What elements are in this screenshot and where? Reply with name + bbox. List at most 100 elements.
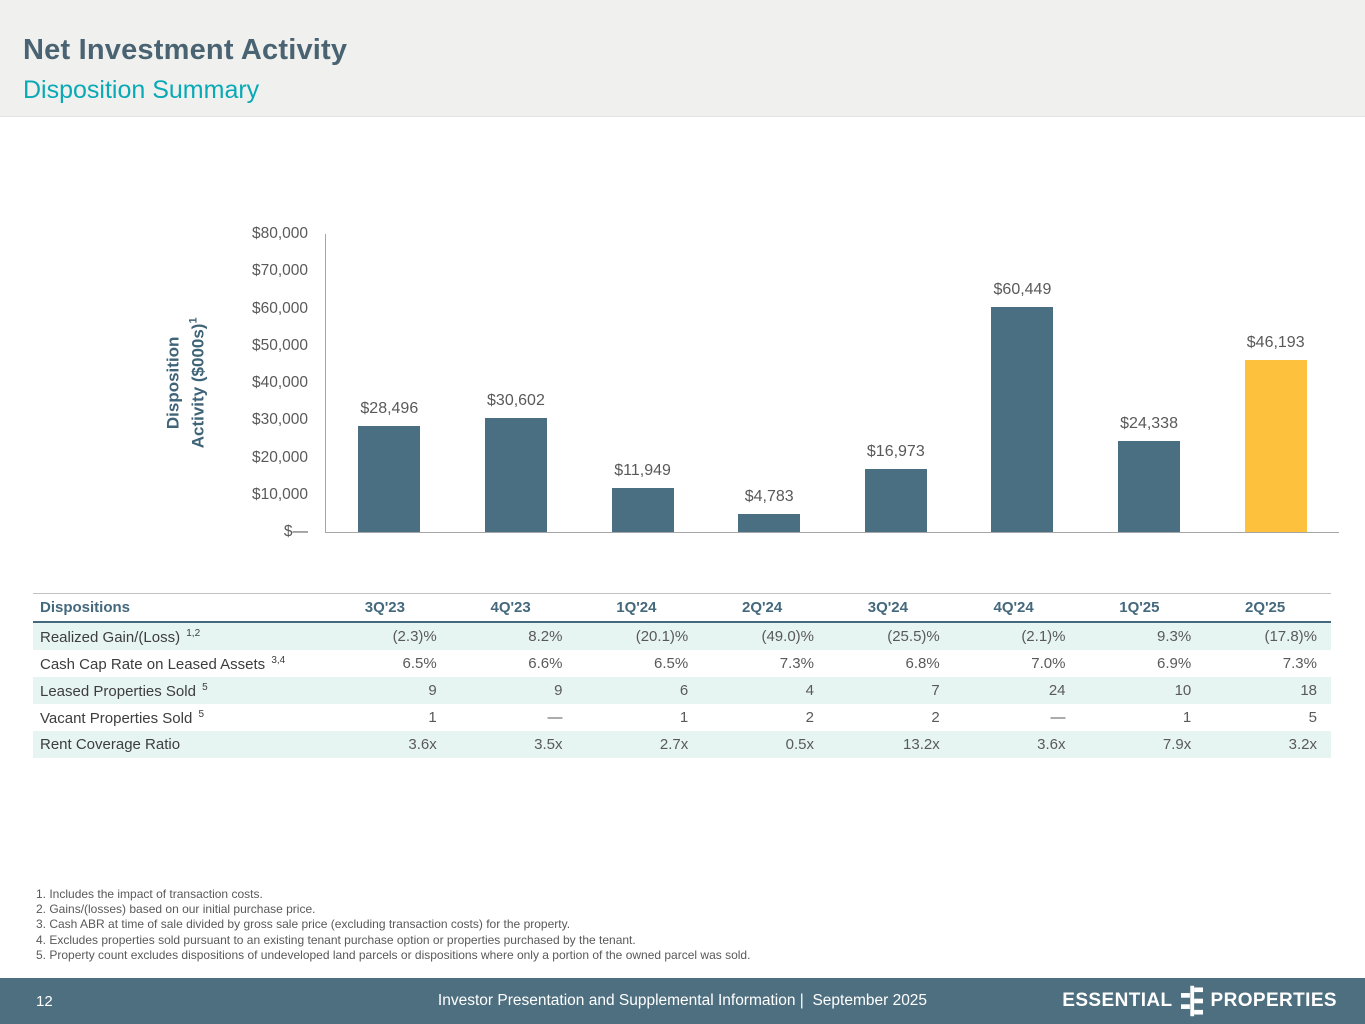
bar-value-label: $30,602	[487, 392, 545, 410]
y-tick-label: $70,000	[251, 262, 308, 280]
table-header-quarter: 2Q'24	[702, 593, 828, 623]
bar-value-label: $60,449	[993, 280, 1052, 298]
table-cell: —	[547, 709, 563, 726]
table-cell: 1	[428, 709, 437, 726]
page-number: 12	[36, 992, 53, 1010]
bar-4Q'23	[484, 418, 547, 532]
bar-1Q'25	[1118, 441, 1181, 532]
logo-word-essential: ESSENTIAL	[1062, 990, 1173, 1011]
page-subtitle: Disposition Summary	[23, 76, 260, 104]
bar-value-label: $16,973	[866, 442, 925, 460]
row-label: Cash Cap Rate on Leased Assets 3,4	[40, 654, 286, 673]
table-cell: (2.1)%	[1021, 628, 1066, 645]
y-tick-label: $50,000	[251, 336, 308, 354]
table-cell: 6.6%	[528, 655, 563, 672]
bar-4Q'24	[991, 306, 1054, 532]
table-cell: 2	[931, 709, 940, 726]
dispositions-table: Dispositions 3Q'23 4Q'23 1Q'24 2Q'24 3Q'24 4Q…	[33, 593, 1331, 758]
footer-caption: Investor Presentation and Supplemental I…	[437, 992, 928, 1009]
table-row: Cash Cap Rate on Leased Assets 3,4 6.5% 6.…	[33, 650, 1331, 677]
bar-value-label: $24,338	[1120, 415, 1178, 433]
table-cell: (49.0)%	[761, 628, 814, 645]
table-cell: 4	[805, 682, 814, 699]
y-axis-tick-labels: $80,000 $70,000 $60,000 $50,000 $40,000 $30,0…	[0, 225, 308, 540]
bar-slot: $16,973	[833, 234, 960, 532]
table-cell: 3.6x	[1037, 736, 1066, 753]
table-cell: 3.2x	[1288, 736, 1317, 753]
table-cell: 7	[931, 682, 940, 699]
y-tick-label: $10,000	[251, 485, 308, 503]
logo-word-properties: PROPERTIES	[1210, 990, 1337, 1011]
bar-slot: $30,602	[453, 234, 580, 532]
table-cell: 5	[1308, 709, 1317, 726]
table-header-quarter: 1Q'25	[1079, 593, 1206, 623]
footnote-line: 3. Cash ABR at time of sale divided by g…	[36, 917, 571, 932]
bar-value-label: $28,496	[360, 399, 419, 417]
footnote-line: 5. Property count excludes dispositions …	[36, 947, 751, 962]
bar-1Q'24	[611, 487, 674, 532]
bar-slot: $24,338	[1086, 234, 1213, 532]
bar-3Q'23	[358, 425, 421, 532]
table-cell: (17.8)%	[1264, 628, 1317, 645]
bar-2Q'24	[738, 514, 801, 532]
row-label: Rent Coverage Ratio	[40, 736, 181, 753]
table-header-quarter: 1Q'24	[576, 593, 703, 623]
table-cell: 2	[805, 709, 814, 726]
bar-value-label: $4,783	[744, 488, 794, 506]
table-row: Rent Coverage Ratio 3.6x 3.5x 2.7x 0.5x 13.2x…	[33, 731, 1331, 758]
footer-bar: 12 Investor Presentation and Supplementa…	[0, 978, 1365, 1024]
bar-value-label: $46,193	[1246, 333, 1305, 351]
y-tick-label: $30,000	[251, 411, 308, 429]
y-tick-label: $60,000	[251, 299, 308, 317]
table-cell: 2.7x	[659, 736, 689, 753]
table-cell: 1	[679, 709, 689, 726]
table-cell: —	[1050, 709, 1066, 726]
table-cell: 9	[428, 682, 437, 699]
table-header-row: Dispositions 3Q'23 4Q'23 1Q'24 2Q'24 3Q'24 4Q…	[33, 593, 1331, 623]
table-cell: 3.5x	[534, 736, 563, 753]
table-cell: 7.3%	[1282, 655, 1317, 672]
y-tick-label: $40,000	[251, 374, 308, 391]
table-cell: 0.5x	[785, 736, 814, 753]
table-cell: 8.2%	[528, 628, 563, 645]
table-cell: (20.1)%	[635, 628, 689, 645]
table-header-quarter: 4Q'24	[953, 593, 1080, 623]
row-label: Leased Properties Sold 5	[40, 681, 208, 700]
table-cell: 7.3%	[779, 655, 814, 672]
page-title: Net Investment Activity	[23, 34, 348, 66]
row-label: Vacant Properties Sold 5	[40, 708, 205, 727]
table-cell: 13.2x	[903, 736, 940, 753]
bar-3Q'24	[864, 468, 927, 532]
table-cell: 7.9x	[1162, 736, 1192, 753]
row-label: Realized Gain/(Loss) 1,2	[40, 627, 201, 646]
table-cell: 24	[1048, 682, 1066, 699]
table-cell: 6.9%	[1157, 655, 1192, 672]
y-tick-label: $80,000	[251, 225, 308, 242]
table-header-quarter: 3Q'23	[325, 593, 451, 623]
table-cell: (25.5)%	[887, 628, 940, 645]
table-cell: 6	[679, 682, 689, 699]
table-cell: (2.3)%	[392, 628, 437, 645]
table-cell: 3.6x	[408, 736, 437, 753]
footnotes: 1. Includes the impact of transaction co…	[36, 887, 750, 963]
table-cell: 18	[1300, 682, 1317, 699]
footnote-line: 2. Gains/(losses) based on our initial p…	[36, 902, 316, 917]
y-tick-label: $20,000	[251, 448, 308, 466]
table-row: Realized Gain/(Loss) 1,2 (2.3)% 8.2% (20.1)…	[33, 622, 1331, 650]
table-row: Leased Properties Sold 5 9 9 6 4 7 24 10 18	[33, 677, 1331, 704]
footnote-line: 4. Excludes properties sold pursuant to …	[36, 932, 636, 947]
bar-value-label: $11,949	[614, 461, 671, 479]
table-cell: 6.5%	[402, 655, 437, 672]
table-cell: 7.0%	[1031, 655, 1066, 672]
bar-slot: $28,496	[326, 234, 453, 532]
bar-slot: $11,949	[579, 234, 706, 532]
table-cell: 6.5%	[654, 655, 689, 672]
table-cell: 6.8%	[905, 655, 940, 672]
table-header-quarter: 4Q'23	[450, 593, 577, 623]
table-header-label: Dispositions	[33, 593, 325, 623]
title-band: Net Investment Activity Disposition Summ…	[0, 0, 1365, 117]
table-cell: 9	[554, 682, 563, 699]
plot-area: $28,496 $30,602 $11,949 $4,783 $16,973 $60,44…	[325, 234, 1339, 533]
table-header-quarter: 3Q'24	[828, 593, 954, 623]
